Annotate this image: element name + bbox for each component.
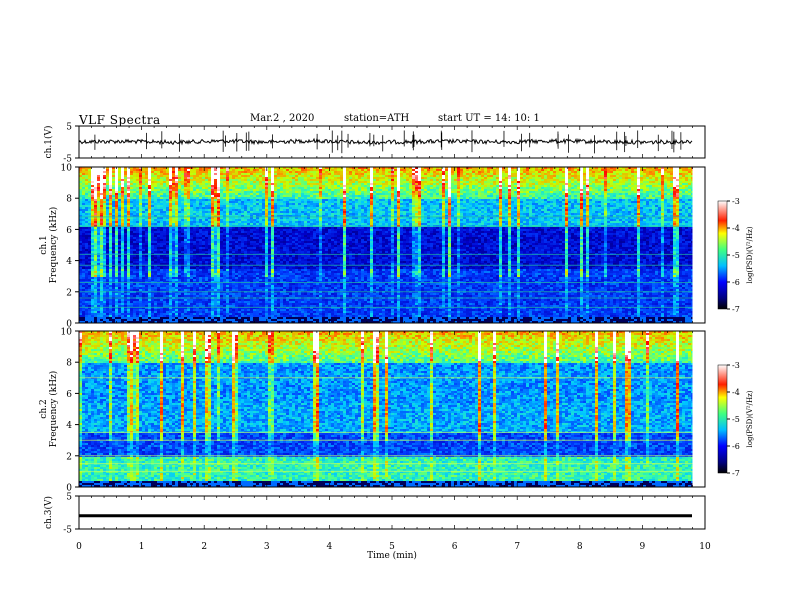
waveform-line (79, 139, 692, 145)
y-tick-label: 5 (66, 123, 72, 133)
y-axis-label: ch.1(V) (43, 126, 54, 159)
spectrogram-1 (79, 167, 705, 323)
